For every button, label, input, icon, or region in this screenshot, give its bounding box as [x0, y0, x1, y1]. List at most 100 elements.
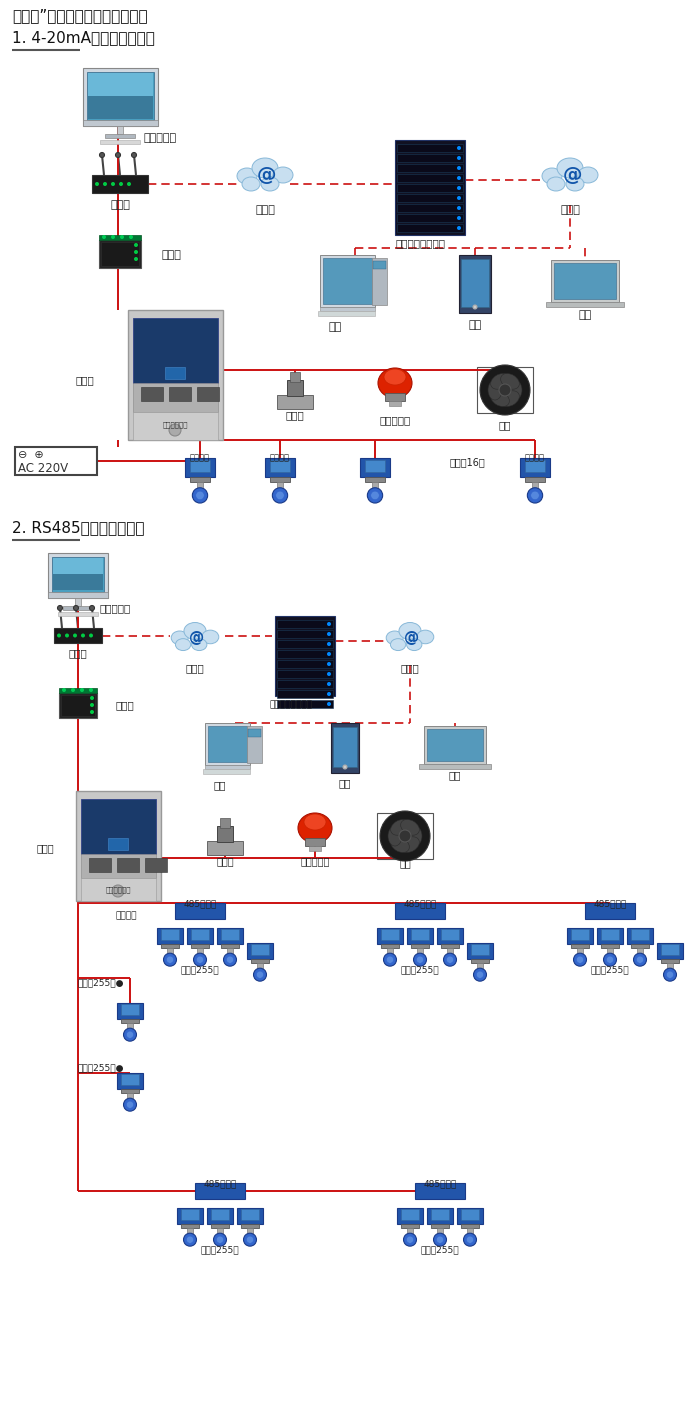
Circle shape: [186, 1237, 194, 1244]
Circle shape: [457, 176, 461, 180]
Bar: [631, 930, 649, 940]
Text: 1. 4-20mA信号连接系统图: 1. 4-20mA信号连接系统图: [12, 30, 155, 45]
Text: 机气猫”系列带显示固定式检测仪: 机气猫”系列带显示固定式检测仪: [12, 8, 148, 23]
Text: 可连接255台●: 可连接255台●: [78, 978, 125, 986]
Circle shape: [134, 250, 138, 255]
Circle shape: [343, 765, 347, 770]
Bar: [181, 1210, 199, 1220]
Circle shape: [111, 235, 115, 239]
Bar: [320, 307, 375, 311]
Text: @: @: [562, 166, 582, 186]
Text: 电磁阀: 电磁阀: [216, 855, 234, 865]
Circle shape: [666, 971, 673, 978]
Circle shape: [371, 491, 379, 499]
Bar: [467, 943, 493, 958]
Bar: [127, 1023, 133, 1033]
Bar: [365, 460, 385, 471]
Circle shape: [276, 491, 284, 499]
Circle shape: [89, 688, 93, 692]
Bar: [207, 841, 243, 855]
Circle shape: [436, 1237, 444, 1244]
Circle shape: [327, 663, 331, 666]
Text: 信号输出: 信号输出: [190, 453, 210, 461]
Bar: [59, 694, 97, 718]
Bar: [397, 194, 463, 203]
Bar: [277, 395, 313, 409]
Bar: [15, 447, 97, 476]
Bar: [447, 948, 453, 958]
Circle shape: [403, 1233, 416, 1247]
Circle shape: [327, 651, 331, 656]
Circle shape: [226, 957, 234, 964]
Bar: [601, 944, 619, 948]
Circle shape: [466, 1237, 474, 1244]
Circle shape: [193, 488, 208, 504]
Circle shape: [407, 1237, 414, 1244]
Bar: [415, 1183, 465, 1199]
Ellipse shape: [416, 630, 434, 644]
Bar: [442, 944, 458, 948]
Bar: [61, 695, 95, 716]
Text: 单机版电脑: 单机版电脑: [144, 134, 176, 144]
Circle shape: [327, 642, 331, 646]
Bar: [165, 367, 185, 378]
Circle shape: [480, 364, 530, 415]
Bar: [197, 948, 203, 958]
Circle shape: [74, 605, 78, 611]
Circle shape: [116, 152, 120, 158]
Bar: [397, 204, 463, 212]
Bar: [127, 1093, 133, 1103]
Bar: [105, 134, 135, 138]
Circle shape: [244, 1233, 256, 1247]
Bar: [217, 1228, 223, 1238]
Circle shape: [368, 488, 383, 504]
Bar: [241, 1224, 258, 1228]
Text: 终端: 终端: [449, 770, 461, 779]
Ellipse shape: [566, 177, 584, 191]
Text: 可连接255台: 可连接255台: [591, 965, 629, 974]
Text: 信号输出: 信号输出: [270, 453, 290, 461]
Bar: [412, 930, 428, 940]
Bar: [257, 964, 263, 974]
Bar: [287, 380, 303, 395]
Circle shape: [80, 688, 84, 692]
Bar: [277, 630, 333, 637]
Circle shape: [253, 968, 267, 981]
Bar: [87, 72, 153, 120]
Bar: [360, 459, 391, 477]
Circle shape: [112, 885, 124, 898]
Bar: [385, 393, 405, 401]
Text: 电脑: 电脑: [214, 779, 226, 789]
Bar: [203, 770, 250, 774]
Circle shape: [399, 830, 411, 841]
Text: 485中继器: 485中继器: [403, 899, 437, 908]
Ellipse shape: [578, 167, 598, 183]
Bar: [48, 592, 108, 598]
Text: ⊖  ⊕: ⊖ ⊕: [18, 450, 43, 460]
Bar: [270, 460, 290, 471]
Bar: [431, 1224, 449, 1228]
Bar: [461, 1210, 479, 1220]
Bar: [177, 1209, 203, 1224]
Circle shape: [57, 605, 62, 611]
Circle shape: [183, 1233, 197, 1247]
Text: 路由器: 路由器: [69, 649, 88, 658]
Bar: [577, 948, 583, 958]
Circle shape: [223, 953, 237, 967]
Bar: [277, 689, 333, 698]
Circle shape: [99, 152, 104, 158]
Text: 安怕尔网络服务器: 安怕尔网络服务器: [270, 701, 313, 709]
Bar: [251, 944, 269, 954]
Bar: [99, 235, 141, 241]
Circle shape: [164, 953, 176, 967]
Circle shape: [65, 633, 69, 637]
Ellipse shape: [237, 167, 257, 184]
Circle shape: [576, 957, 584, 964]
Text: 电脑: 电脑: [328, 322, 342, 332]
Bar: [63, 606, 93, 611]
Circle shape: [327, 692, 331, 696]
Bar: [407, 929, 433, 944]
Bar: [459, 255, 491, 312]
Bar: [567, 929, 593, 944]
Bar: [277, 660, 333, 668]
